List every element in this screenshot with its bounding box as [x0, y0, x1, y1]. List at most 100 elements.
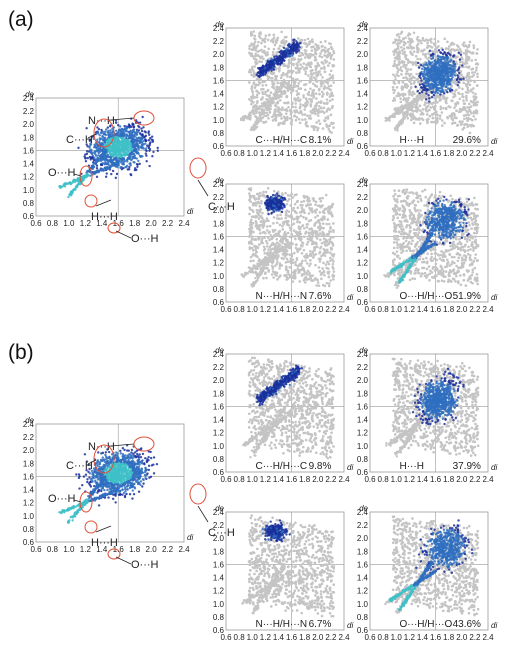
x-tick-label: 1.8: [443, 475, 455, 484]
x-tick-label: 0.6: [364, 633, 376, 642]
y-tick-label: 1.0: [213, 600, 225, 609]
x-tick-label: 1.0: [63, 545, 75, 554]
annotation-label: O···H: [131, 233, 159, 245]
x-tick-label: 1.4: [417, 633, 429, 642]
annotation-leader: [110, 443, 135, 447]
y-tick-label: 1.4: [357, 574, 369, 583]
y-tick-label: 1.8: [357, 547, 369, 556]
annotation-ring: [133, 110, 155, 126]
x-tick-label: 1.4: [417, 305, 429, 314]
y-tick-label: 1.2: [357, 103, 369, 112]
y-tick-label: 2.4: [357, 180, 369, 189]
annotation-leader: [87, 459, 97, 465]
plot-frame: [35, 423, 185, 543]
y-tick-label: 2.2: [357, 193, 369, 202]
x-axis-label: di: [491, 463, 497, 472]
y-tick-label: 2.2: [213, 521, 225, 530]
y-tick-label: 1.0: [357, 116, 369, 125]
y-tick-label: 2.4: [213, 508, 225, 517]
x-tick-label: 1.8: [299, 633, 311, 642]
fingerprint-a-oh: 0.60.81.01.21.41.61.82.02.22.40.6 0.8 1.0 1…: [357, 176, 498, 314]
y-tick-label: 1.4: [357, 90, 369, 99]
x-tick-label: 0.8: [234, 475, 246, 484]
y-tick-label: 1.2: [213, 103, 225, 112]
x-tick-label: 1.0: [391, 149, 403, 158]
x-tick-label: 2.4: [482, 633, 494, 642]
y-axis-label: de: [25, 416, 34, 425]
y-tick-label: 1.6: [213, 402, 225, 411]
y-tick-label: 2.0: [357, 534, 369, 543]
y-tick-label: 1.6: [213, 560, 225, 569]
plot-frame: [369, 353, 489, 473]
y-tick-label: 0.6: [357, 468, 369, 477]
fingerprint-full-cloud: [240, 186, 336, 288]
y-tick-label: 0.6: [213, 298, 225, 307]
x-tick-label: 2.2: [469, 475, 481, 484]
x-tick-label: 1.6: [286, 149, 298, 158]
contact-percentage: 7.6%: [309, 291, 332, 302]
y-tick-label: 1.6: [357, 402, 369, 411]
y-tick-label: 2.4: [357, 24, 369, 33]
y-tick-label: 0.8: [357, 613, 369, 622]
x-tick-label: 2.2: [325, 305, 337, 314]
annotation-ring: [93, 444, 115, 474]
y-tick-label: 0.6: [357, 298, 369, 307]
y-tick-label: 1.8: [213, 547, 225, 556]
x-tick-label: 1.2: [80, 219, 92, 228]
y-tick-label: 2.0: [213, 534, 225, 543]
x-tick-label: 1.2: [404, 633, 416, 642]
fingerprint-full-cloud: [241, 514, 336, 618]
contact-type-label: O···H/H···O: [400, 619, 453, 630]
x-tick-label: 1.6: [430, 633, 442, 642]
y-tick-label: 1.0: [357, 272, 369, 281]
x-tick-label: 1.6: [286, 633, 298, 642]
x-tick-label: 1.8: [443, 305, 455, 314]
x-tick-label: 1.0: [247, 305, 259, 314]
y-tick-label: 1.4: [357, 246, 369, 255]
fingerprint-a-ch: 0.60.81.01.21.41.61.82.02.22.40.6 0.8 1.0 1…: [213, 20, 354, 158]
x-tick-label: 1.2: [260, 633, 272, 642]
y-tick-label: 1.6: [357, 232, 369, 241]
y-tick-label: 1.2: [357, 429, 369, 438]
x-tick-label: 1.6: [430, 475, 442, 484]
x-tick-label: 1.0: [247, 633, 259, 642]
y-tick-label: 1.0: [357, 442, 369, 451]
y-axis-label: de: [215, 346, 224, 355]
annotation-leader: [197, 505, 209, 523]
x-tick-label: 0.6: [220, 633, 232, 642]
plot-frame: [225, 27, 345, 147]
x-tick-label: 1.6: [286, 305, 298, 314]
y-tick-label: 2.0: [213, 376, 225, 385]
y-tick-label: 2.2: [357, 363, 369, 372]
x-tick-label: 0.8: [47, 219, 59, 228]
fingerprint-full-cloud: [242, 356, 335, 460]
y-tick-label: 1.4: [357, 416, 369, 425]
y-tick-label: 1.2: [357, 587, 369, 596]
annotation-leader: [73, 173, 82, 177]
y-tick-label: 1.8: [213, 389, 225, 398]
y-tick-label: 0.6: [213, 142, 225, 151]
y-tick-label: 1.2: [213, 429, 225, 438]
y-tick-label: 1.6: [357, 560, 369, 569]
y-tick-label: 1.2: [213, 587, 225, 596]
x-tick-label: 1.0: [391, 475, 403, 484]
y-tick-label: 1.8: [357, 389, 369, 398]
x-tick-label: 1.6: [286, 475, 298, 484]
x-tick-label: 0.8: [234, 149, 246, 158]
x-tick-label: 0.8: [234, 305, 246, 314]
fingerprint-contact-region: [255, 364, 303, 407]
x-tick-label: 1.2: [404, 475, 416, 484]
x-tick-label: 0.8: [234, 633, 246, 642]
y-axis-label: de: [215, 176, 224, 185]
y-tick-label: 0.8: [213, 129, 225, 138]
y-tick-label: 1.0: [357, 600, 369, 609]
x-tick-label: 1.6: [430, 305, 442, 314]
y-tick-label: 0.8: [23, 525, 35, 534]
x-tick-label: 1.2: [260, 305, 272, 314]
contact-type-label: N···H/H···N: [256, 619, 308, 630]
y-tick-label: 2.2: [213, 37, 225, 46]
y-tick-label: 1.4: [23, 160, 35, 169]
x-tick-label: 2.2: [325, 633, 337, 642]
plot-frame: [369, 27, 489, 147]
x-tick-label: 1.0: [247, 475, 259, 484]
